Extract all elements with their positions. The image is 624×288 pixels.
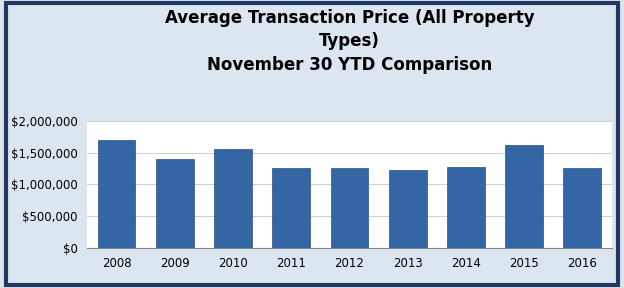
Bar [156, 159, 193, 248]
Bar [272, 168, 310, 248]
Bar [447, 167, 485, 248]
Bar [331, 168, 368, 248]
Bar [389, 170, 427, 248]
Bar [97, 140, 135, 248]
Bar [214, 149, 252, 248]
Bar [563, 168, 602, 248]
Text: Average Transaction Price (All Property
Types)
November 30 YTD Comparison: Average Transaction Price (All Property … [165, 9, 534, 74]
Bar [505, 145, 543, 248]
